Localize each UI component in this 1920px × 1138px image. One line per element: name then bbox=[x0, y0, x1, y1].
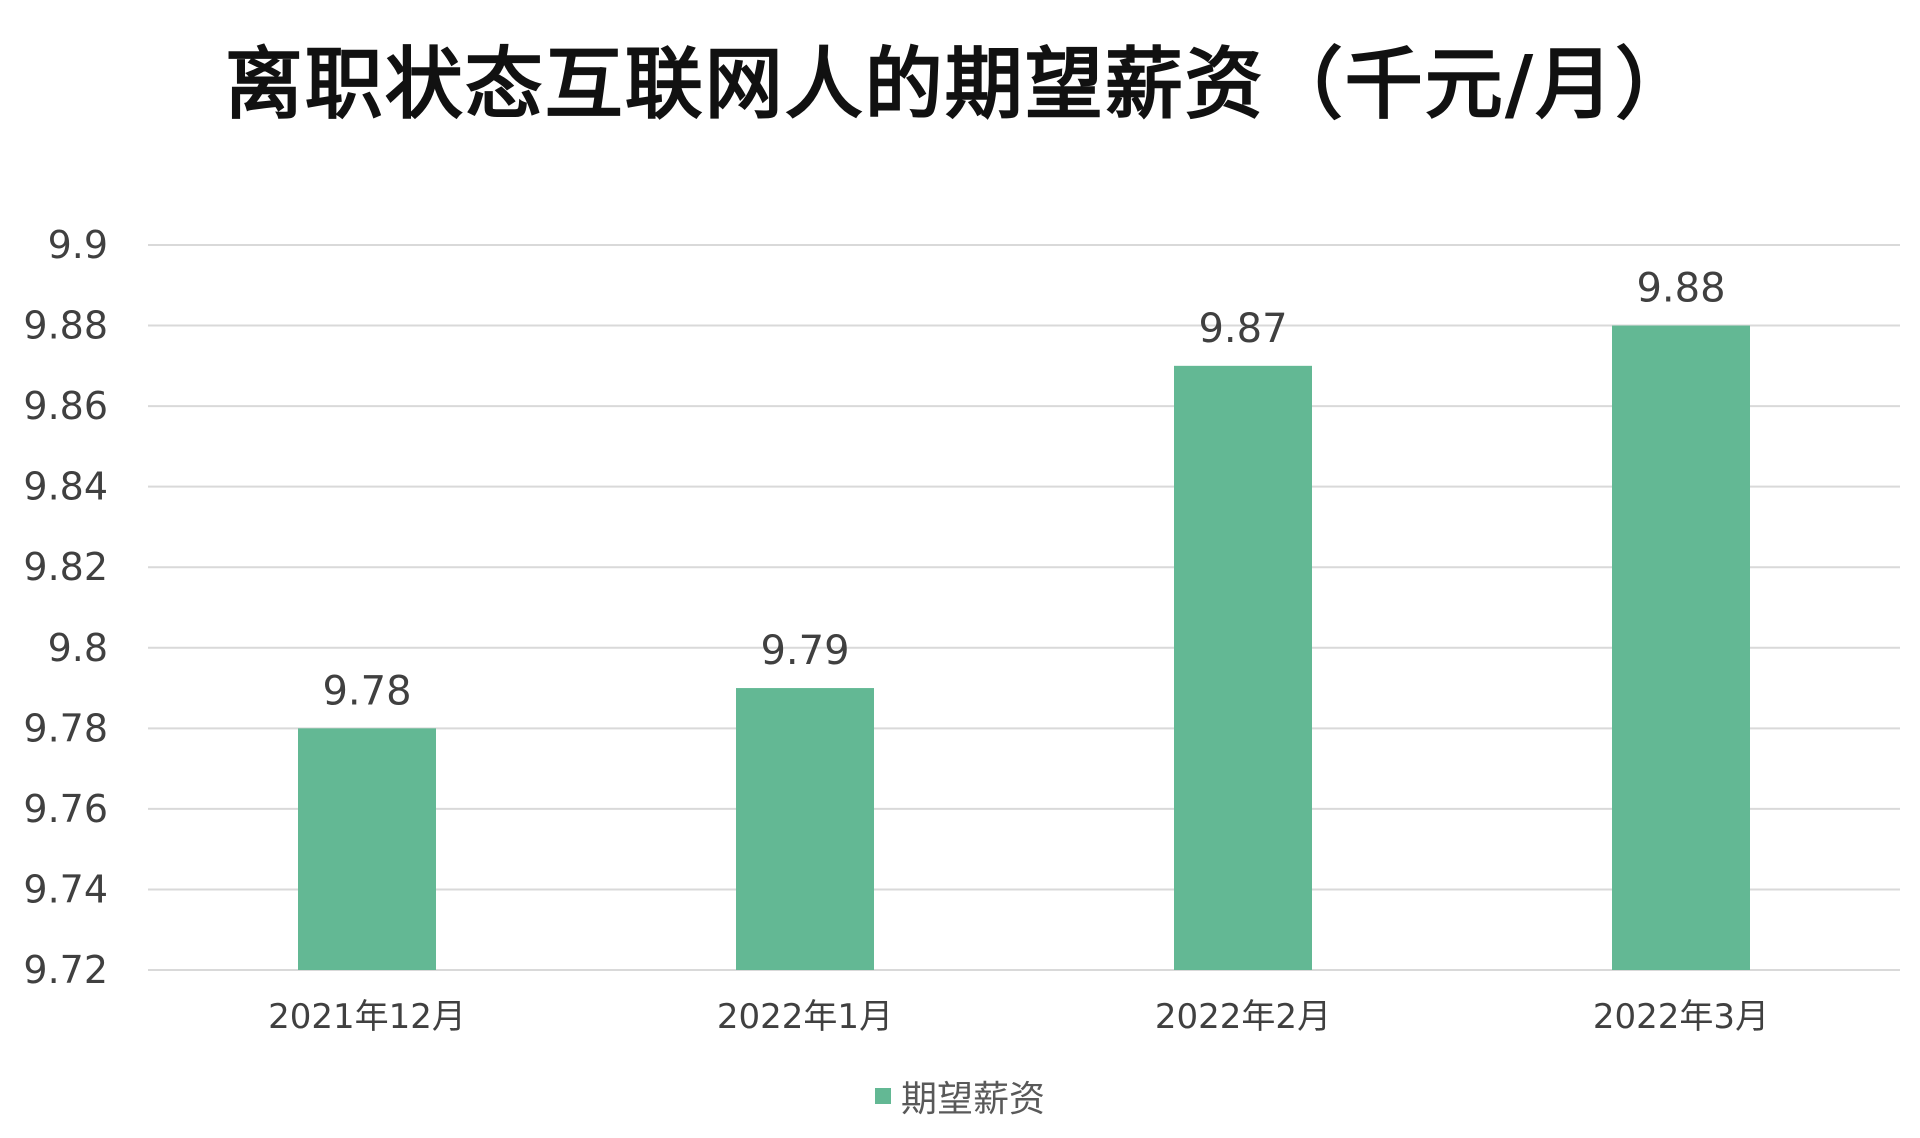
legend-label: 期望薪资 bbox=[900, 1079, 1045, 1120]
bars bbox=[298, 325, 1750, 970]
gridlines bbox=[148, 244, 1900, 971]
data-label: 9.88 bbox=[1636, 266, 1725, 312]
x-tick-label: 2022年3月 bbox=[1593, 997, 1769, 1037]
y-tick-label: 9.82 bbox=[23, 545, 108, 589]
x-tick-label: 2021年12月 bbox=[268, 997, 466, 1037]
chart-title: 离职状态互联网人的期望薪资（千元/月） bbox=[224, 40, 1696, 130]
x-tick-label: 2022年1月 bbox=[717, 997, 893, 1037]
bar bbox=[1174, 365, 1312, 970]
data-labels: 9.78 9.79 9.87 9.88 bbox=[322, 266, 1725, 715]
legend-swatch bbox=[874, 1088, 891, 1104]
y-tick-label: 9.72 bbox=[23, 948, 108, 992]
data-label: 9.79 bbox=[760, 628, 849, 674]
legend: 期望薪资 bbox=[0, 1070, 1920, 1122]
x-tick-label: 2022年2月 bbox=[1155, 997, 1331, 1037]
bar bbox=[736, 688, 874, 970]
y-tick-label: 9.88 bbox=[23, 304, 108, 348]
x-axis-ticks: 2021年12月 2022年1月 2022年2月 2022年3月 bbox=[268, 997, 1769, 1037]
y-axis-ticks: 9.72 9.74 9.76 9.78 9.8 9.82 9.84 9.86 9.88 9.9 bbox=[23, 223, 108, 992]
y-tick-label: 9.74 bbox=[23, 867, 108, 911]
y-tick-label: 9.9 bbox=[48, 223, 108, 267]
y-tick-label: 9.86 bbox=[23, 384, 108, 428]
y-tick-label: 9.76 bbox=[23, 787, 108, 831]
data-label: 9.78 bbox=[322, 668, 411, 714]
bar bbox=[298, 728, 436, 970]
bar bbox=[1612, 325, 1750, 970]
data-label: 9.87 bbox=[1198, 306, 1287, 352]
y-tick-label: 9.84 bbox=[23, 465, 108, 509]
y-tick-label: 9.8 bbox=[48, 626, 108, 670]
y-tick-label: 9.78 bbox=[23, 706, 108, 750]
